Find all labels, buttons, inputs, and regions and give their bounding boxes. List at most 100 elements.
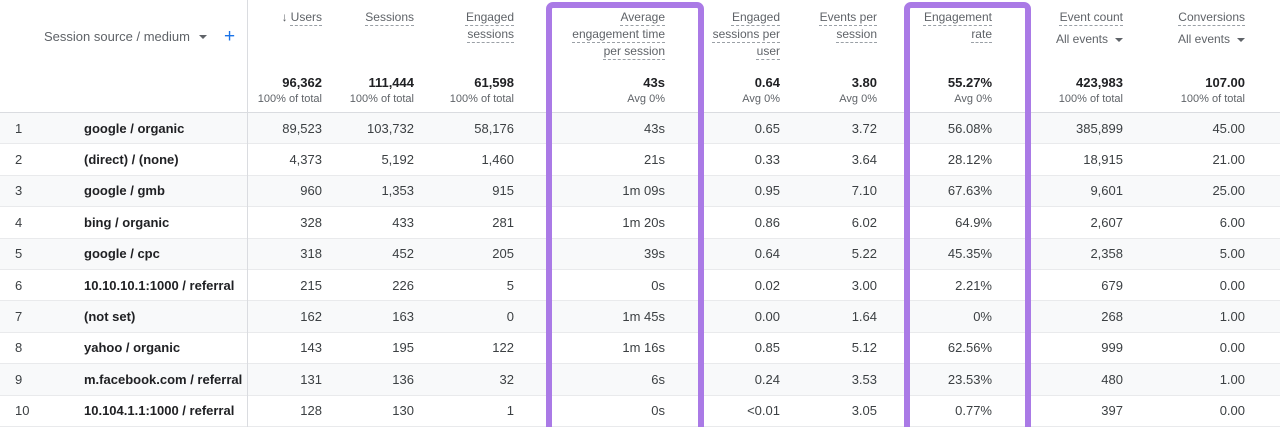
total-value: 96,362 — [282, 75, 322, 90]
dimension-value: google / gmb — [84, 183, 165, 199]
total-value: 0.64 — [754, 75, 780, 90]
cell-sessions: 1,353 — [381, 183, 414, 199]
row-index: 6 — [15, 277, 23, 293]
dimension-value: google / cpc — [84, 246, 160, 262]
cell-engaged-sessions: 32 — [499, 371, 514, 387]
dimension-header: Session source / medium + — [0, 9, 247, 64]
cell-engaged-sessions-per-user: 0.64 — [754, 246, 780, 262]
cell-users: 143 — [300, 340, 322, 356]
column-header-label[interactable]: Events per session — [819, 10, 877, 41]
cell-conversions: 1.00 — [1219, 309, 1245, 325]
total-note: Avg 0% — [742, 93, 780, 105]
cell-engaged-sessions: 1 — [506, 403, 514, 419]
cell-engaged-sessions: 915 — [492, 183, 514, 199]
cell-avg-engagement-time-per-session: 43s — [644, 120, 665, 136]
total-note: Avg 0% — [954, 93, 992, 105]
total-events-per-session: 3.80 Avg 0% — [795, 75, 885, 112]
column-header-label[interactable]: Average engagement time per session — [572, 10, 665, 58]
cell-avg-engagement-time-per-session: 21s — [644, 152, 665, 168]
total-note: Avg 0% — [627, 93, 665, 105]
cell-sessions: 5,192 — [381, 152, 414, 168]
cell-engagement-rate: 56.08% — [947, 120, 992, 136]
column-header-label[interactable]: Engaged sessions per user — [712, 10, 780, 58]
cell-engagement-rate: 62.56% — [947, 340, 992, 356]
total-value: 61,598 — [474, 75, 514, 90]
table-row: 7 (not set) 162 163 0 1m 45s 0.00 1.64 0% 268 1.00 — [0, 301, 1280, 333]
cell-avg-engagement-time-per-session: 1m 20s — [622, 214, 665, 230]
cell-engaged-sessions: 281 — [492, 214, 514, 230]
cell-engagement-rate: 64.9% — [955, 214, 992, 230]
cell-users: 128 — [300, 403, 322, 419]
cell-event-count: 2,358 — [1090, 246, 1123, 262]
cell-avg-engagement-time-per-session: 0s — [651, 277, 665, 293]
total-event-count: 423,983 100% of total — [1030, 75, 1135, 112]
cell-events-per-session: 5.12 — [851, 340, 877, 356]
table-header-row: Session source / medium + ↓ Users Sessions… — [0, 0, 1280, 64]
event-count-events-dropdown[interactable]: All events — [1030, 31, 1123, 48]
cell-avg-engagement-time-per-session: 1m 09s — [622, 183, 665, 199]
column-header-event-count[interactable]: Event count All events — [1030, 9, 1135, 64]
table-row: 2 (direct) / (none) 4,373 5,192 1,460 21s 0.33… — [0, 144, 1280, 176]
chevron-down-icon — [1115, 37, 1123, 42]
total-note: 100% of total — [449, 93, 514, 105]
cell-sessions: 195 — [392, 340, 414, 356]
cell-users: 131 — [300, 371, 322, 387]
chevron-down-icon — [198, 34, 207, 39]
cell-engaged-sessions: 0 — [506, 309, 514, 325]
cell-sessions: 136 — [392, 371, 414, 387]
total-value: 3.80 — [851, 75, 877, 90]
dimension-value: 10.104.1.1:1000 / referral — [84, 403, 235, 419]
cell-conversions: 45.00 — [1212, 120, 1245, 136]
cell-engaged-sessions-per-user: 0.85 — [754, 340, 780, 356]
cell-engaged-sessions: 1,460 — [481, 152, 514, 168]
cell-event-count: 480 — [1101, 371, 1123, 387]
events-dropdown-label: All events — [1177, 32, 1230, 46]
table-row: 6 10.10.10.1:1000 / referral 215 226 5 0s 0.02… — [0, 269, 1280, 302]
add-dimension-button[interactable]: + — [223, 26, 236, 47]
cell-event-count: 999 — [1101, 340, 1123, 356]
column-header-label[interactable]: Conversions — [1178, 10, 1245, 24]
cell-engagement-rate: 45.35% — [947, 246, 992, 262]
cell-avg-engagement-time-per-session: 1m 45s — [622, 309, 665, 325]
cell-engaged-sessions-per-user: 0.00 — [754, 309, 780, 325]
dimension-selector[interactable]: Session source / medium — [44, 29, 207, 44]
cell-engaged-sessions-per-user: 0.24 — [754, 371, 780, 387]
row-index: 8 — [15, 340, 23, 356]
total-value: 55.27% — [947, 75, 992, 90]
column-header-label[interactable]: Event count — [1059, 10, 1123, 24]
cell-events-per-session: 7.10 — [851, 183, 877, 199]
total-engaged-sessions: 61,598 100% of total — [420, 75, 520, 112]
table-row: 9 m.facebook.com / referral 131 136 32 6s 0.24… — [0, 364, 1280, 396]
total-sessions: 111,444 100% of total — [330, 75, 420, 112]
conversions-events-dropdown[interactable]: All events — [1135, 31, 1245, 48]
column-header-engaged-sessions-per-user[interactable]: Engaged sessions per user — [705, 9, 795, 64]
cell-events-per-session: 3.00 — [851, 277, 877, 293]
column-header-label[interactable]: Users — [290, 10, 322, 24]
cell-event-count: 385,899 — [1076, 120, 1123, 136]
row-index: 10 — [15, 403, 30, 419]
column-header-events-per-session[interactable]: Events per session — [795, 9, 885, 64]
cell-events-per-session: 1.64 — [851, 309, 877, 325]
cell-users: 328 — [300, 214, 322, 230]
cell-users: 4,373 — [289, 152, 322, 168]
table-row: 10 10.104.1.1:1000 / referral 128 130 1 0s <0.… — [0, 395, 1280, 427]
column-header-engagement-rate[interactable]: Engagement rate — [885, 9, 1030, 64]
column-header-engaged-sessions[interactable]: Engaged sessions — [420, 9, 520, 64]
column-header-conversions[interactable]: Conversions All events — [1135, 9, 1280, 64]
cell-users: 215 — [300, 277, 322, 293]
table-row: 4 bing / organic 328 433 281 1m 20s 0.86 6.02 64… — [0, 207, 1280, 239]
cell-avg-engagement-time-per-session: 1m 16s — [622, 340, 665, 356]
cell-avg-engagement-time-per-session: 39s — [644, 246, 665, 262]
cell-users: 960 — [300, 183, 322, 199]
sort-descending-icon: ↓ — [281, 10, 288, 24]
column-header-label[interactable]: Sessions — [365, 10, 414, 24]
column-header-label[interactable]: Engaged sessions — [465, 10, 514, 41]
row-index: 2 — [15, 152, 23, 168]
cell-sessions: 103,732 — [367, 120, 414, 136]
column-header-label[interactable]: Engagement rate — [923, 10, 992, 41]
total-value: 111,444 — [368, 75, 414, 90]
column-header-avg-engagement-time-per-session[interactable]: Average engagement time per session — [520, 9, 705, 64]
column-header-sessions[interactable]: Sessions — [330, 9, 420, 64]
column-header-users[interactable]: ↓ Users — [247, 9, 330, 64]
